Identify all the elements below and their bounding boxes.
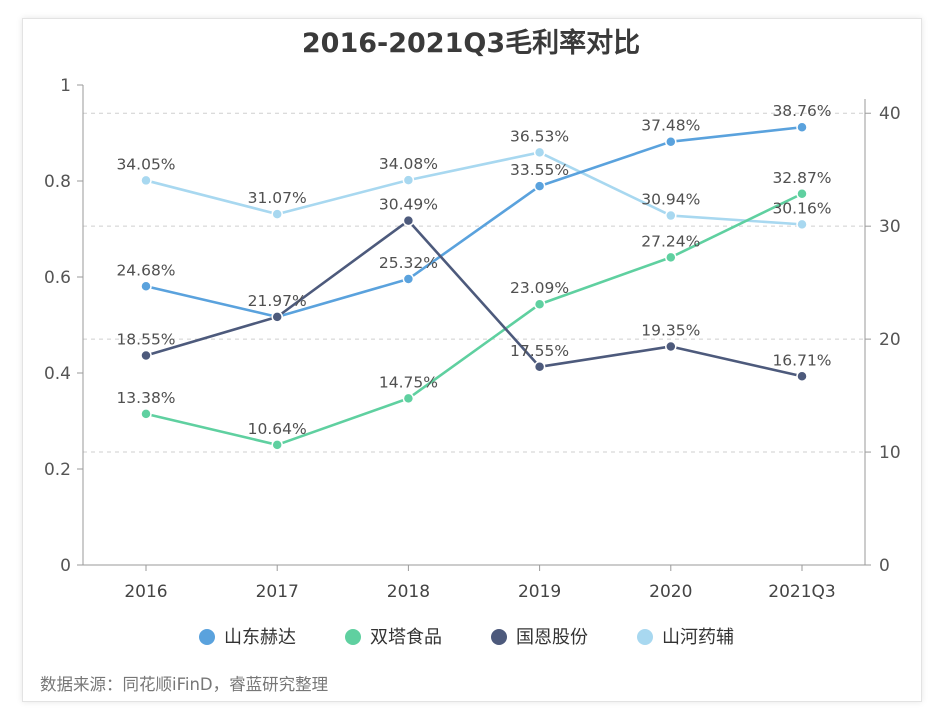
data-label: 30.94%: [641, 191, 700, 209]
data-point: [140, 349, 152, 362]
legend-marker: [199, 629, 215, 645]
legend-label: 国恩股份: [516, 627, 588, 648]
data-point: [796, 218, 808, 231]
data-label: 19.35%: [641, 321, 700, 339]
right-tick-label: 40: [879, 104, 901, 124]
data-label: 17.55%: [510, 342, 569, 360]
data-point: [533, 146, 546, 159]
data-label: 13.38%: [116, 389, 175, 407]
x-tick-label: 2016: [124, 582, 167, 602]
x-tick-label: 2018: [387, 582, 430, 602]
x-tick-label: 2021Q3: [768, 582, 835, 602]
right-tick-label: 10: [879, 443, 901, 463]
legend-marker: [491, 629, 507, 645]
x-tick-label: 2017: [256, 582, 299, 602]
x-tick-label: 2019: [518, 582, 561, 602]
legend-label: 山河药辅: [662, 627, 734, 648]
data-label: 18.55%: [116, 330, 175, 348]
chart-title: 2016-2021Q3毛利率对比: [302, 27, 640, 59]
data-label: 34.08%: [379, 155, 438, 173]
legend-label: 山东赫达: [224, 627, 296, 648]
data-label: 24.68%: [116, 261, 175, 279]
data-point: [796, 121, 808, 133]
grid-lines: [83, 112, 865, 453]
right-tick-label: 0: [879, 556, 890, 576]
right-tick-label: 30: [879, 217, 901, 237]
data-label: 38.76%: [772, 102, 831, 120]
data-point: [402, 392, 415, 405]
data-label: 30.49%: [379, 196, 438, 214]
data-point: [665, 135, 677, 148]
data-labels: 24.68% 21.97% 25.32% 33.55% 37.48% 38.76% 13.3…: [116, 102, 831, 438]
series-line-3: [145, 151, 803, 226]
data-point: [271, 311, 283, 323]
data-point: [140, 408, 152, 420]
data-label: 14.75%: [379, 373, 438, 391]
data-point: [796, 370, 808, 383]
data-label: 23.09%: [510, 279, 569, 297]
data-label: 21.97%: [248, 292, 307, 310]
data-label: 31.07%: [248, 189, 307, 207]
data-label: 25.32%: [379, 254, 438, 272]
legend: 山东赫达 双塔食品 国恩股份 山河药辅: [199, 627, 734, 648]
data-label: 33.55%: [510, 161, 569, 179]
data-point: [796, 188, 808, 200]
left-tick-label: 0.6: [44, 268, 71, 288]
data-label: 37.48%: [641, 117, 700, 135]
series-lines: [140, 121, 808, 451]
data-label: 34.05%: [116, 155, 175, 173]
data-point: [402, 214, 415, 227]
data-label: 32.87%: [772, 169, 831, 187]
data-point: [140, 280, 152, 293]
data-point: [271, 439, 283, 451]
data-label: 16.71%: [772, 351, 831, 369]
data-point: [533, 180, 546, 192]
data-label: 30.16%: [772, 199, 831, 217]
data-point: [665, 340, 677, 353]
data-label: 10.64%: [248, 420, 307, 438]
left-tick-label: 0.4: [44, 364, 71, 384]
left-tick-label: 0.8: [44, 172, 71, 192]
left-tick-label: 0.2: [44, 460, 71, 480]
series-line-2: [145, 219, 803, 378]
data-point: [402, 273, 415, 285]
chart-frame: [22, 18, 922, 702]
right-tick-label: 20: [879, 330, 901, 350]
data-label: 36.53%: [510, 127, 569, 145]
legend-marker: [345, 629, 361, 645]
data-point: [140, 174, 152, 187]
data-label: 27.24%: [641, 232, 700, 250]
series-line-0: [145, 125, 803, 319]
source-note: 数据来源：同花顺iFinD，睿蓝研究整理: [40, 675, 328, 694]
data-point: [402, 174, 415, 186]
data-point: [271, 208, 283, 220]
series-line-1: [145, 192, 803, 447]
data-point: [665, 209, 677, 222]
x-tick-label: 2020: [649, 582, 692, 602]
data-point: [665, 251, 677, 264]
left-tick-label: 1: [60, 76, 71, 96]
data-point: [533, 361, 546, 373]
legend-marker: [637, 629, 653, 645]
legend-label: 双塔食品: [370, 627, 442, 648]
data-point: [533, 298, 546, 310]
left-tick-label: 0: [60, 556, 71, 576]
